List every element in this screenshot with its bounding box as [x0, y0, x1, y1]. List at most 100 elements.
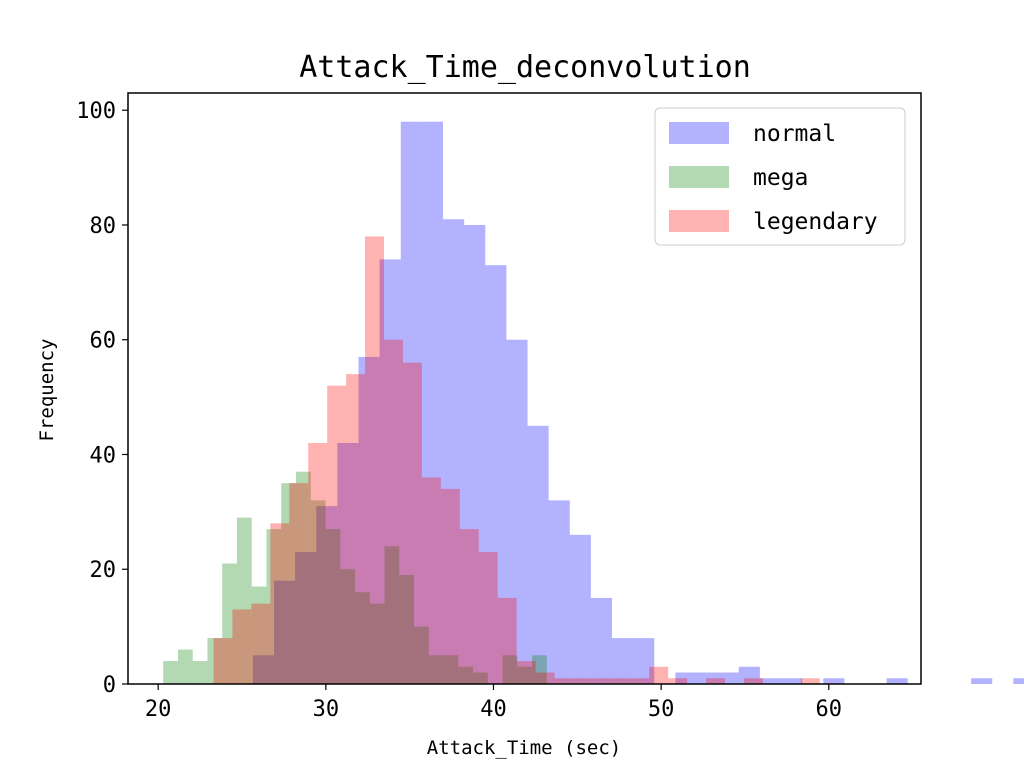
x-tick-label: 30 [313, 697, 340, 722]
legendary-bar [270, 523, 290, 684]
normal-bar [1013, 678, 1024, 684]
mega-bar [414, 626, 429, 684]
y-axis-ticks: 0 20 40 60 80 100 [76, 99, 128, 698]
legendary-bar [516, 661, 536, 684]
normal-bar [358, 356, 380, 684]
normal-bar [252, 655, 275, 684]
legendary-bar [668, 678, 688, 684]
normal-legend-label: normal [753, 121, 836, 147]
legendary-bar [232, 609, 252, 684]
legendary-bar [289, 483, 309, 684]
normal-bar [675, 672, 697, 684]
mega-legend-label: mega [753, 165, 808, 191]
legendary-bar [800, 678, 820, 684]
normal-bar [379, 259, 401, 684]
mega-bar [236, 517, 252, 684]
normal-bar [421, 121, 444, 684]
legendary-bar [630, 678, 650, 684]
mega-bar [532, 655, 547, 684]
legendary-legend-swatch [669, 210, 729, 232]
legendary-bar [743, 678, 763, 684]
normal-bar [464, 224, 486, 684]
plot-frame [127, 92, 922, 685]
mega-bar [369, 603, 385, 684]
normal-bar [590, 597, 613, 684]
legendary-bar [440, 488, 460, 684]
normal-bar [316, 506, 338, 684]
normal-bar [633, 638, 655, 684]
normal-bar [485, 265, 507, 684]
mega-bar [428, 655, 444, 684]
legend-box [654, 107, 906, 246]
mega-bar [458, 666, 474, 684]
x-tick-label: 50 [648, 697, 675, 722]
mega-legend-swatch [669, 166, 729, 188]
legendary-bar [327, 385, 347, 684]
legendary-bar [308, 443, 328, 684]
legendary-bar [554, 678, 574, 684]
mega-bar [163, 661, 178, 684]
mega-bar [473, 672, 488, 684]
mega-bar [192, 661, 208, 684]
normal-bar [971, 678, 993, 684]
normal-bar [696, 672, 718, 684]
normal-bar [400, 121, 422, 684]
legendary-bar [251, 603, 271, 684]
normal-bar [717, 672, 739, 684]
y-tick-label: 60 [90, 329, 117, 354]
legendary-series [213, 236, 820, 685]
normal-bar [823, 678, 845, 684]
legendary-bar [384, 339, 403, 684]
normal-bar [886, 678, 908, 684]
mega-bar [517, 666, 533, 684]
normal-bar [738, 666, 760, 684]
histogram-bars [163, 121, 1024, 685]
legendary-bar [365, 236, 385, 685]
legendary-bar [402, 362, 422, 684]
normal-bar [295, 552, 317, 684]
normal-legend-swatch [669, 122, 729, 144]
x-tick-label: 40 [480, 697, 507, 722]
mega-series [163, 471, 547, 684]
mega-bar [251, 586, 267, 684]
legendary-bar [592, 678, 612, 684]
normal-bar [337, 443, 359, 684]
mega-bar [384, 546, 400, 684]
y-tick-label: 100 [76, 99, 116, 124]
normal-bar [781, 678, 803, 684]
legendary-bar [706, 678, 726, 684]
y-tick-label: 80 [90, 214, 117, 239]
x-tick-label: 20 [145, 697, 172, 722]
legend-items: normal mega legendary [669, 121, 878, 235]
y-tick-label: 0 [103, 673, 116, 698]
legendary-legend-label: legendary [753, 209, 878, 235]
mega-bar [177, 649, 193, 684]
normal-bar [274, 580, 296, 684]
mega-bar [325, 529, 341, 684]
mega-bar [222, 563, 237, 684]
legendary-bar [421, 477, 441, 684]
normal-bar [612, 638, 634, 684]
normal-bar [506, 339, 528, 684]
normal-bar [527, 425, 549, 684]
legendary-bar [459, 529, 479, 684]
legendary-bar [535, 672, 555, 684]
legendary-bar [346, 374, 366, 684]
y-axis-title: Frequency [36, 339, 58, 442]
x-tick-label: 60 [816, 697, 843, 722]
chart-title: Attack_Time_deconvolution [299, 50, 751, 85]
legendary-bar [213, 638, 233, 684]
normal-bar [548, 500, 570, 684]
mega-bar [340, 569, 356, 684]
legend: normal mega legendary [654, 107, 906, 246]
mega-bar [266, 529, 282, 684]
legendary-bar [478, 552, 498, 684]
mega-bar [399, 574, 415, 684]
mega-bar [502, 655, 518, 684]
legendary-bar [649, 666, 669, 684]
legendary-bar [573, 678, 593, 684]
mega-bar [310, 500, 326, 684]
mega-bar [295, 471, 311, 684]
y-tick-label: 20 [90, 558, 117, 583]
